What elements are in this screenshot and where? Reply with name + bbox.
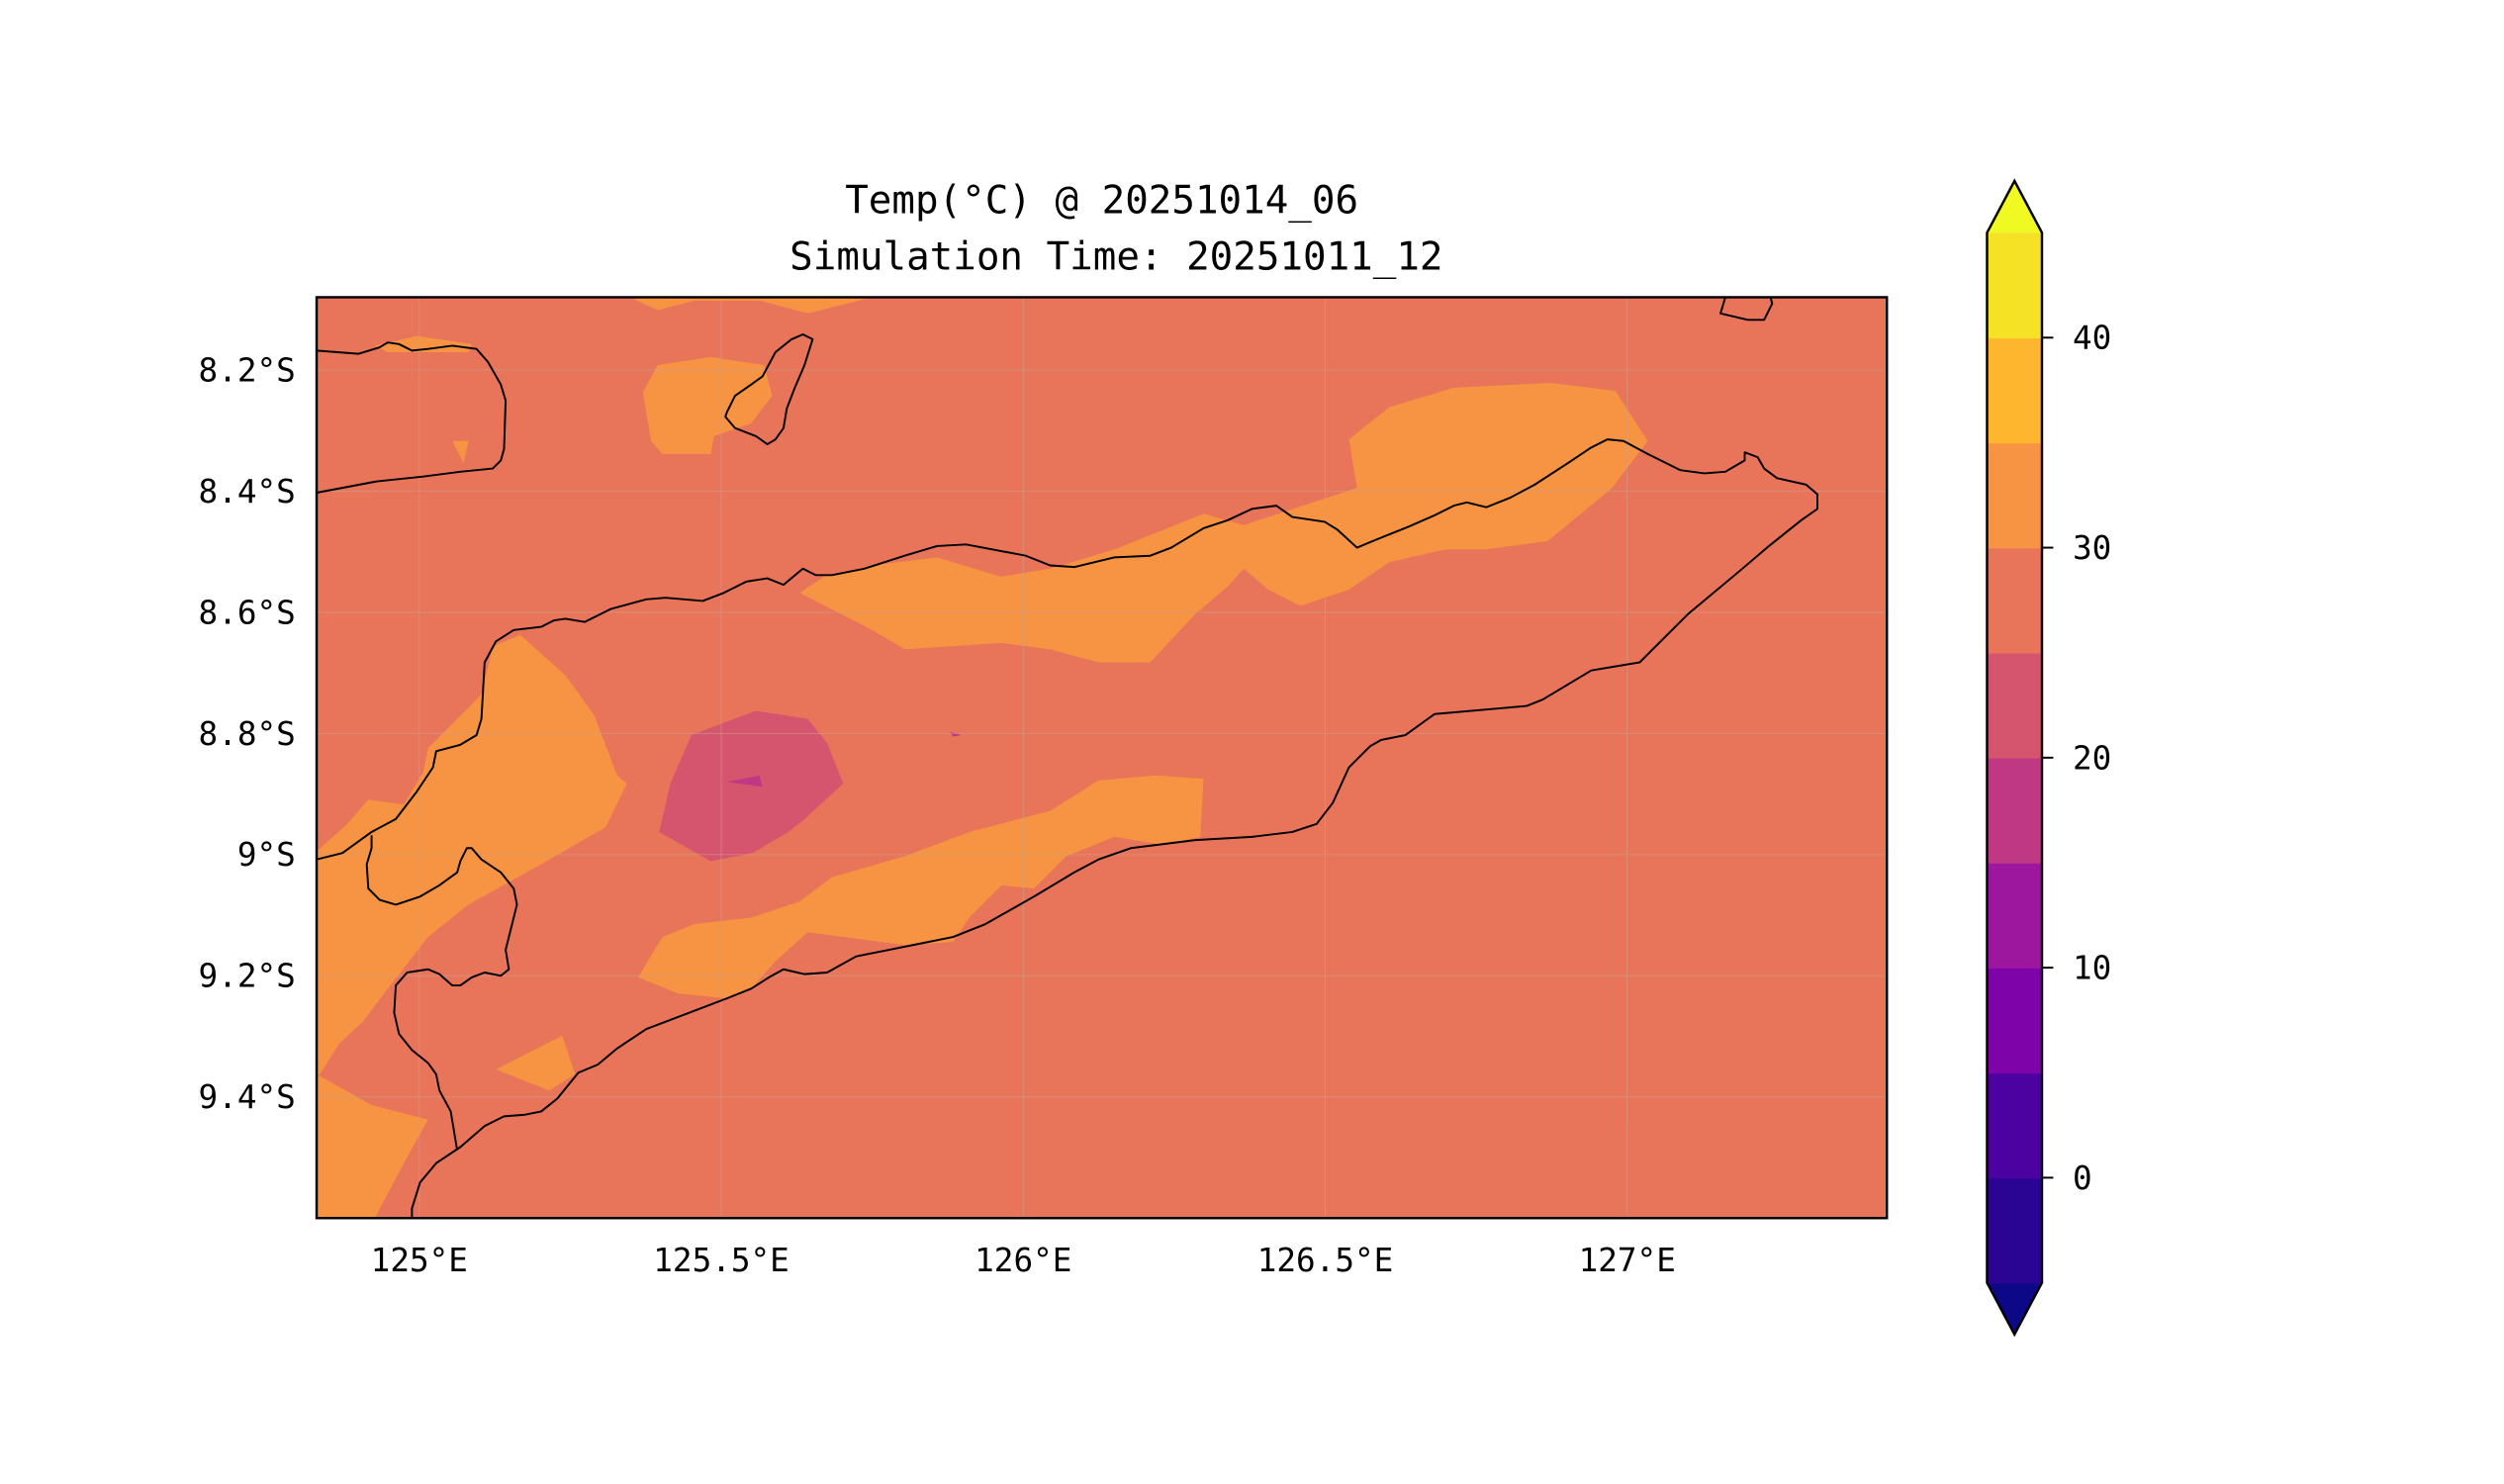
x-tick-label: 126.5°E: [1257, 1242, 1394, 1279]
field-30-35-nw-patch: [374, 335, 472, 352]
colorbar-band: [1987, 442, 2042, 549]
field-30-35-top-strip: [629, 297, 873, 314]
colorbar-tick-label: 0: [2073, 1159, 2092, 1197]
coastline-timor: [317, 438, 1818, 1219]
field-30-35-south-band: [637, 775, 1204, 999]
colorbar-tick-label: 40: [2073, 320, 2111, 357]
colorbar-tick-label: 20: [2073, 739, 2111, 777]
gridlines: [317, 297, 1888, 1219]
colorbar-outline: [1986, 178, 2044, 1338]
field-15-20-spot: [726, 775, 763, 788]
plot-frame: [315, 296, 1889, 1220]
map-plot-area: [317, 297, 1888, 1219]
colorbar-band: [1987, 862, 2042, 969]
field-30-35-triangle: [496, 1035, 576, 1091]
chart-subtitle: Simulation Time: 20251011_12: [789, 235, 1442, 280]
x-tick-label: 126°E: [974, 1242, 1071, 1279]
y-tick-label: 8.2°S: [199, 351, 296, 389]
colorbar-band: [1987, 232, 2042, 339]
field-30-35-small: [452, 440, 469, 464]
y-tick-label: 8.8°S: [199, 715, 296, 753]
y-tick-label: 9.4°S: [199, 1078, 296, 1116]
colorbar-band: [1987, 652, 2042, 759]
y-tick-label: 9.2°S: [199, 958, 296, 995]
colorbar-tick-label: 30: [2073, 529, 2111, 567]
chart-title: Temp(°C) @ 20251014_06: [845, 179, 1358, 224]
coastline-atauro: [724, 333, 814, 446]
field-30-35-sw-corner: [317, 1073, 428, 1219]
y-tick-label: 8.4°S: [199, 473, 296, 510]
colorbar: 0 10 20 30 40: [1986, 178, 2111, 1338]
field-30-35-north-band: [799, 383, 1648, 663]
colorbar-extend-min: [1987, 1282, 2042, 1335]
border-oecusse: [365, 835, 518, 1151]
y-tick-label: 8.6°S: [199, 594, 296, 631]
x-tick-label: 127°E: [1579, 1242, 1676, 1279]
x-axis-ticks: 125°E 125.5°E 126°E 126.5°E 127°E: [371, 1242, 1676, 1279]
colorbar-band: [1987, 1177, 2042, 1284]
field-20-25-pocket: [659, 710, 844, 862]
colorbar-extend-max: [1987, 180, 2042, 233]
coastline-alor: [317, 341, 508, 495]
coastline-ne-island: [1719, 297, 1774, 322]
colorbar-band: [1987, 547, 2042, 654]
y-axis-ticks: 8.2°S 8.4°S 8.6°S 8.8°S 9°S 9.2°S 9.4°S: [199, 351, 296, 1116]
colorbar-band: [1987, 1072, 2042, 1179]
colorbar-band: [1987, 757, 2042, 864]
colorbar-tick-label: 10: [2073, 950, 2111, 987]
field-30-35-atauro: [642, 356, 773, 454]
x-tick-label: 125.5°E: [653, 1242, 789, 1279]
y-tick-label: 9°S: [237, 836, 296, 874]
colorbar-band: [1987, 337, 2042, 444]
colorbar-band: [1987, 968, 2042, 1074]
x-tick-label: 125°E: [371, 1242, 468, 1279]
